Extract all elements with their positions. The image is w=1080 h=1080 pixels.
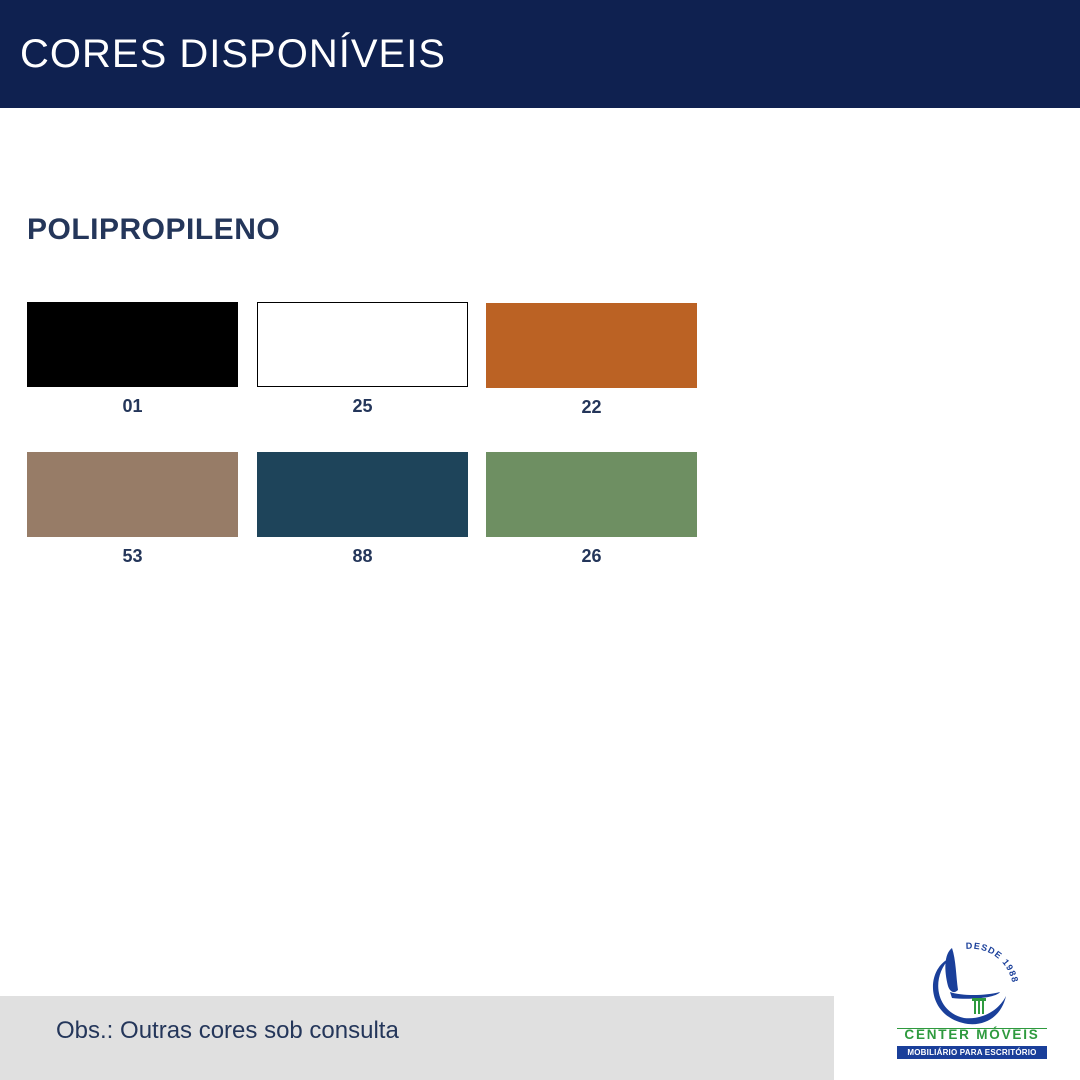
logo-name: CENTER MÓVEIS	[904, 1027, 1040, 1042]
color-swatch: 26	[486, 452, 697, 567]
chair-logo-icon: DESDE 1988	[932, 941, 1020, 1025]
swatch-code: 01	[122, 396, 143, 416]
swatch-color-block	[486, 452, 697, 537]
swatch-color-block	[257, 452, 468, 537]
logo-divider	[897, 1028, 1047, 1029]
swatch-color-block	[486, 303, 697, 388]
color-swatch-grid: 01 25 22 53 88 26	[27, 302, 697, 572]
swatch-code: 25	[352, 396, 373, 416]
swatch-color-block	[257, 302, 468, 387]
swatch-code: 88	[352, 546, 373, 566]
swatch-color-block	[27, 302, 238, 387]
logo-since: DESDE 1988	[966, 941, 1020, 984]
swatch-code: 53	[122, 546, 143, 566]
color-swatch: 22	[486, 303, 697, 418]
swatch-code: 22	[581, 397, 602, 417]
svg-text:DESDE 1988: DESDE 1988	[966, 941, 1020, 984]
section-title: POLIPROPILENO	[27, 213, 281, 246]
color-swatch: 25	[257, 302, 468, 417]
color-swatch: 88	[257, 452, 468, 567]
page-title: CORES DISPONÍVEIS	[20, 32, 446, 76]
color-swatch: 53	[27, 452, 238, 567]
swatch-code: 26	[581, 546, 602, 566]
logo-tagline: MOBILIÁRIO PARA ESCRITÓRIO	[897, 1046, 1047, 1059]
header-bar: CORES DISPONÍVEIS	[0, 0, 1080, 108]
swatch-color-block	[27, 452, 238, 537]
company-logo: DESDE 1988 CENTER MÓVEIS MOBILIÁRIO PARA…	[896, 938, 1048, 1062]
footer-note: Obs.: Outras cores sob consulta	[56, 1017, 399, 1044]
color-swatch: 01	[27, 302, 238, 417]
footer-note-bar: Obs.: Outras cores sob consulta	[0, 996, 834, 1080]
